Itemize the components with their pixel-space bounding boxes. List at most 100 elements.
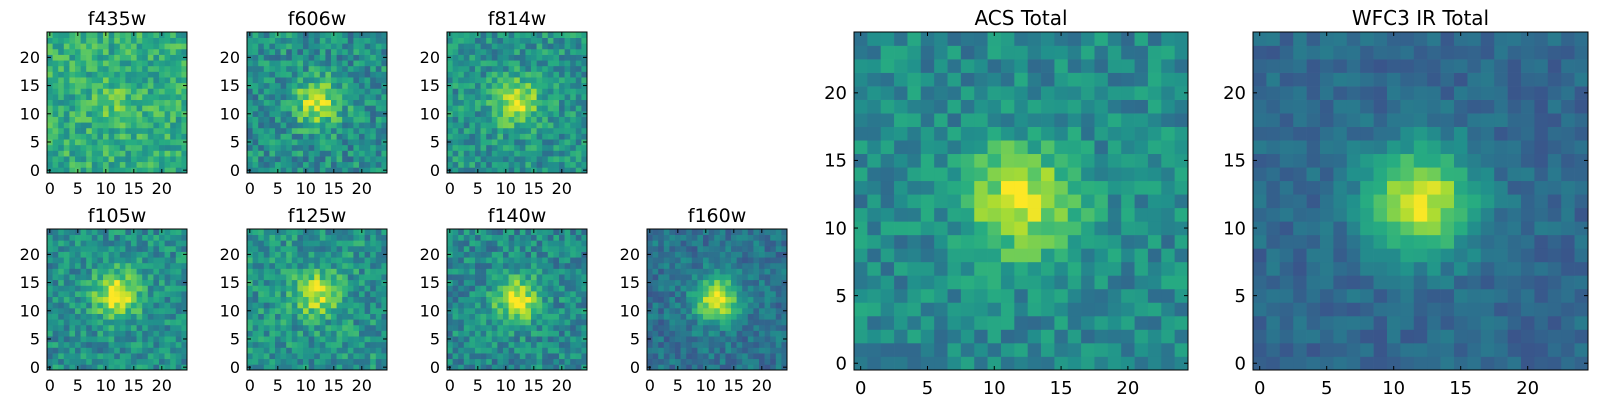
heatmap-cell <box>469 251 476 258</box>
heatmap-cell <box>575 285 582 292</box>
heatmap-cell <box>63 99 70 106</box>
heatmap-cell <box>147 110 154 117</box>
heatmap-cell <box>353 257 360 264</box>
heatmap-cell <box>531 99 537 106</box>
heatmap-cell <box>508 330 515 337</box>
heatmap-cell <box>114 302 121 309</box>
heatmap-cell <box>747 296 754 303</box>
heatmap-cell <box>920 221 935 236</box>
heatmap-cell <box>1134 261 1149 276</box>
heatmap-cell <box>514 324 521 331</box>
heatmap-cell <box>108 274 115 281</box>
heatmap-cell <box>153 54 160 61</box>
heatmap-cell <box>153 229 160 235</box>
heatmap-cell <box>114 150 121 157</box>
heatmap-cell <box>319 291 326 298</box>
heatmap-cell <box>531 251 537 258</box>
heatmap-cell <box>364 313 371 320</box>
heatmap-cell <box>252 274 259 281</box>
heatmap-cell <box>570 229 577 235</box>
heatmap-cell <box>275 268 281 275</box>
heatmap-cell <box>86 336 93 343</box>
heatmap-cell <box>974 329 988 344</box>
heatmap-cell <box>52 71 59 78</box>
heatmap-cell <box>463 105 470 112</box>
heatmap-cell <box>497 77 504 84</box>
heatmap-cell <box>542 122 549 129</box>
heatmap-cell <box>708 319 715 326</box>
heatmap-cell <box>58 324 65 331</box>
heatmap-cell <box>463 77 470 84</box>
heatmap-cell <box>742 319 749 326</box>
heatmap-cell <box>275 71 281 78</box>
heatmap-cell <box>536 341 543 348</box>
heatmap-cell <box>347 99 354 106</box>
heatmap-cell <box>47 116 53 123</box>
heatmap-cell <box>564 32 571 38</box>
heatmap-cell <box>469 240 476 247</box>
heatmap-image-f606w <box>247 32 388 174</box>
heatmap-cell <box>697 257 704 264</box>
heatmap-cell <box>581 262 588 269</box>
x-tick-label: 10 <box>96 376 116 395</box>
heatmap-cell <box>359 94 365 101</box>
heatmap-cell <box>458 262 465 269</box>
heatmap-cell <box>47 245 53 252</box>
heatmap-cell <box>364 307 371 314</box>
heatmap-cell <box>469 234 476 241</box>
heatmap-cell <box>331 127 337 134</box>
heatmap-cell <box>286 262 293 269</box>
heatmap-cell <box>108 336 115 343</box>
heatmap-cell <box>480 353 487 360</box>
heatmap-cell <box>536 251 543 258</box>
heatmap-cell <box>103 65 109 72</box>
heatmap-cell <box>770 307 777 314</box>
heatmap-cell <box>559 307 565 314</box>
heatmap-cell <box>353 313 360 320</box>
heatmap-cell <box>342 99 349 106</box>
heatmap-cell <box>375 105 382 112</box>
heatmap-cell <box>1054 207 1069 222</box>
heatmap-cell <box>69 353 76 360</box>
heatmap-cell <box>125 324 132 331</box>
heatmap-cell <box>80 257 87 264</box>
heatmap-cell <box>469 330 476 337</box>
heatmap-cell <box>336 279 343 286</box>
heatmap-cell <box>325 285 332 292</box>
heatmap-cell <box>263 48 270 55</box>
heatmap-cell <box>447 353 453 360</box>
heatmap-cell <box>581 285 588 292</box>
heatmap-cell <box>781 313 788 320</box>
heatmap-cell <box>497 240 504 247</box>
heatmap-cell <box>647 234 653 241</box>
heatmap-cell <box>947 315 962 330</box>
heatmap-cell <box>475 358 481 365</box>
heatmap-cell <box>575 156 582 163</box>
heatmap-cell <box>708 240 715 247</box>
heatmap-cell <box>503 245 509 252</box>
heatmap-cell <box>575 167 582 174</box>
heatmap-cell <box>1067 302 1082 317</box>
heatmap-cell <box>364 291 371 298</box>
heatmap-cell <box>63 71 70 78</box>
heatmap-cell <box>525 296 532 303</box>
heatmap-cell <box>142 336 149 343</box>
heatmap-cell <box>894 248 908 263</box>
heatmap-cell <box>463 364 470 371</box>
heatmap-cell <box>370 319 377 326</box>
heatmap-cell <box>675 353 681 360</box>
heatmap-cell <box>759 336 765 343</box>
heatmap-cell <box>353 116 360 123</box>
heatmap-cell <box>1134 167 1149 182</box>
heatmap-cell <box>153 319 160 326</box>
heatmap-cell <box>308 341 315 348</box>
heatmap-cell <box>503 139 509 146</box>
heatmap-cell <box>880 221 895 236</box>
heatmap-cell <box>258 262 265 269</box>
heatmap-cell <box>703 358 709 365</box>
heatmap-cell <box>303 99 309 106</box>
heatmap-cell <box>103 127 109 134</box>
heatmap-cell <box>697 229 704 235</box>
heatmap-cell <box>747 234 754 241</box>
y-tick-label: 5 <box>430 330 440 349</box>
